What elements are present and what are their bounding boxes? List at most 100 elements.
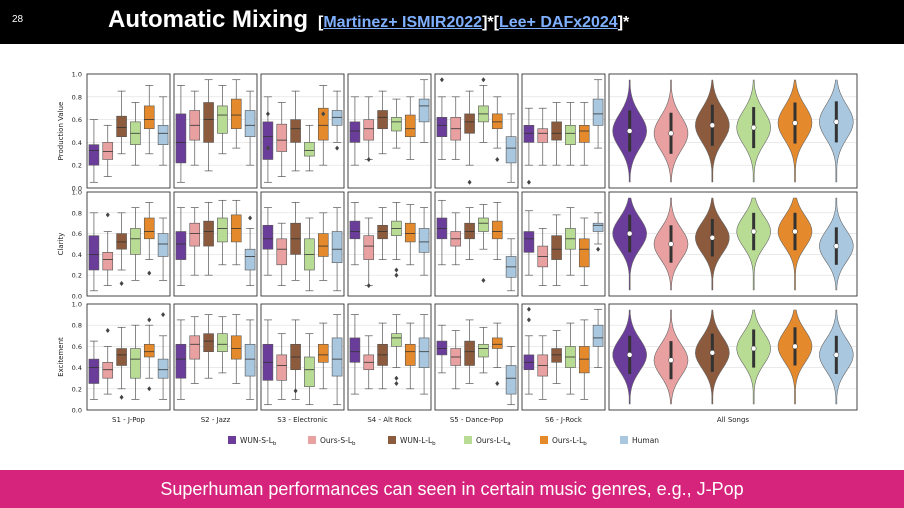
violin-median-dot xyxy=(833,243,840,249)
outlier-point xyxy=(495,381,500,386)
box xyxy=(244,248,256,271)
box xyxy=(130,228,141,255)
y-tick-label: 1.0 xyxy=(72,301,82,309)
outlier-point xyxy=(439,77,444,83)
x-tick-label: S6 - J-Rock xyxy=(545,416,583,424)
box xyxy=(102,361,114,379)
box xyxy=(464,113,475,134)
violin-median-dot xyxy=(626,352,633,358)
box xyxy=(116,348,127,366)
panel-frame xyxy=(86,303,171,411)
box xyxy=(391,117,402,132)
violin-median-dot xyxy=(668,357,674,363)
box xyxy=(230,98,242,130)
panel-frame xyxy=(434,303,519,411)
box xyxy=(464,340,475,366)
box xyxy=(143,343,155,358)
box xyxy=(404,222,416,243)
violin-median-dot xyxy=(709,235,716,241)
outlier-point xyxy=(119,394,124,400)
y-tick-label: 1.0 xyxy=(72,71,82,79)
panel-frame xyxy=(608,191,858,297)
box xyxy=(217,333,228,352)
violin-median-dot xyxy=(668,130,674,137)
outlier-point xyxy=(105,328,110,333)
y-tick-label: 0.6 xyxy=(72,116,82,124)
box xyxy=(276,238,288,266)
box xyxy=(404,343,416,366)
box xyxy=(317,107,329,141)
y-tick-label: 1.0 xyxy=(72,189,82,197)
outlier-point xyxy=(596,246,601,252)
outlier-point xyxy=(481,77,486,83)
panel-frame xyxy=(173,191,258,297)
box xyxy=(102,252,114,271)
outlier-point xyxy=(119,281,124,287)
violin-median-dot xyxy=(709,350,716,356)
panel-frame xyxy=(434,73,519,189)
boxplot-chart: Production Value 0.0 0.2 0.4 0.6 0.8 1.0 Clarit… xyxy=(57,71,858,447)
title-citations: [Martinez+ ISMIR2022]*[Lee+ DAFx2024]* xyxy=(318,14,629,31)
x-tick-label: S5 - Dance-Pop xyxy=(450,416,504,424)
citation-link-martinez[interactable]: Martinez+ ISMIR2022 xyxy=(323,14,483,31)
violin-median-dot xyxy=(833,352,840,358)
legend-swatch xyxy=(388,436,396,444)
box xyxy=(217,105,228,134)
outlier-point xyxy=(321,111,326,117)
legend-label: Ours-S-Lb xyxy=(320,436,356,447)
panel-frame xyxy=(173,73,258,189)
box xyxy=(290,119,301,143)
legend-swatch xyxy=(464,436,472,444)
y-tick-label: 0.8 xyxy=(72,322,82,330)
box xyxy=(203,102,214,143)
box xyxy=(189,335,201,360)
legend-label: Ours-L-La xyxy=(476,436,511,447)
panel-frame xyxy=(260,191,345,297)
outlier-point xyxy=(147,270,152,276)
footer-bar: Superhuman performances can seen in cert… xyxy=(0,470,904,508)
legend-label: WUN-L-Lb xyxy=(400,436,436,447)
x-tick-label: S2 - Jazz xyxy=(201,416,231,424)
slide-number: 28 xyxy=(12,14,24,25)
box xyxy=(436,340,448,356)
y-tick-label: 0.6 xyxy=(72,230,82,238)
box xyxy=(377,110,388,130)
box xyxy=(262,224,274,250)
box xyxy=(565,125,576,145)
box xyxy=(230,335,242,360)
outlier-point xyxy=(366,283,371,289)
y-axis-label: Clarity xyxy=(57,233,65,256)
box xyxy=(537,128,549,143)
outlier-point xyxy=(481,277,486,283)
box xyxy=(349,220,361,240)
box xyxy=(578,346,590,374)
y-axis-label: Production Value xyxy=(57,102,65,161)
legend-label: Ours-L-Lb xyxy=(552,436,587,447)
box xyxy=(592,98,604,126)
outlier-point xyxy=(248,215,253,221)
legend-swatch xyxy=(308,436,316,444)
box xyxy=(551,348,562,363)
box xyxy=(551,235,562,260)
box xyxy=(304,356,315,387)
box xyxy=(363,235,375,260)
box xyxy=(276,123,288,152)
box xyxy=(404,114,416,138)
panel-frame xyxy=(347,191,432,297)
box xyxy=(478,217,489,232)
outlier-point xyxy=(394,272,399,278)
box xyxy=(349,121,361,143)
box xyxy=(203,220,214,247)
box xyxy=(592,324,604,347)
panel-frame xyxy=(86,73,171,189)
outlier-point xyxy=(293,388,298,394)
y-tick-label: 0.2 xyxy=(72,385,82,393)
y-tick-label: 0.0 xyxy=(72,407,82,415)
box xyxy=(478,343,489,358)
panel-frame xyxy=(434,191,519,297)
outlier-point xyxy=(526,306,531,312)
citation-link-lee[interactable]: Lee+ DAFx2024 xyxy=(498,14,618,31)
outlier-point xyxy=(526,179,531,185)
box xyxy=(88,144,100,166)
outlier-point xyxy=(161,312,166,318)
